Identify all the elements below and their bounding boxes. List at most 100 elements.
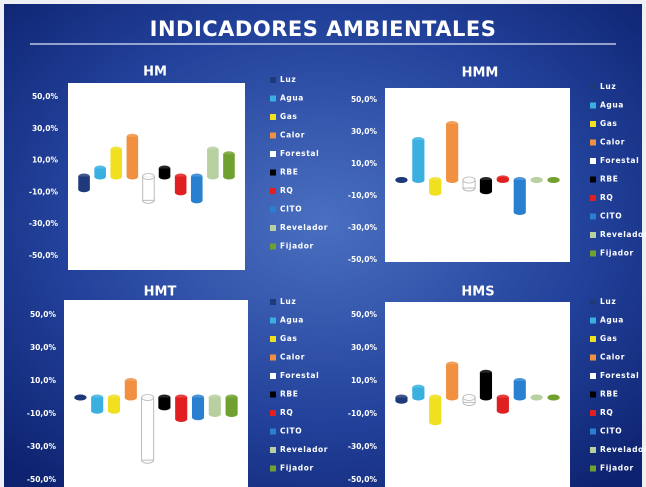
legend-label: Gas [280, 112, 297, 121]
legend-label: CITO [280, 427, 302, 436]
bar-cap [395, 394, 408, 401]
y-tick-label: 50,0% [30, 310, 57, 319]
legend-swatch [270, 391, 276, 398]
bar [479, 180, 493, 192]
legend-swatch [270, 243, 276, 250]
y-tick-label: 30,0% [30, 343, 57, 352]
legend-swatch [270, 317, 276, 324]
bar [496, 397, 509, 411]
legend-swatch [270, 447, 276, 453]
bar [124, 381, 137, 398]
bar-cap [223, 151, 235, 158]
legend-swatch [590, 213, 596, 220]
y-tick-label: -10,0% [348, 191, 378, 200]
bar-cap [208, 394, 221, 401]
legend-label: Agua [280, 94, 304, 103]
bar [158, 397, 171, 408]
legend-label: Agua [600, 316, 624, 325]
legend-label: Calor [280, 353, 305, 362]
bar [107, 397, 121, 411]
bar [513, 180, 526, 212]
legend-swatch [590, 176, 596, 183]
legend-swatch [270, 225, 276, 231]
bar [446, 124, 459, 180]
bar [174, 176, 187, 193]
legend-label: Luz [600, 82, 616, 91]
bar-cap [412, 137, 425, 143]
legend-swatch [270, 95, 276, 102]
legend-swatch [270, 77, 276, 83]
legend-swatch [590, 428, 596, 435]
bar-cap [412, 384, 425, 391]
legend-label: Gas [600, 119, 617, 128]
legend-label: CITO [600, 212, 622, 221]
legend-swatch [270, 410, 276, 416]
legend-label: Agua [600, 101, 624, 110]
bar-cap [141, 394, 155, 401]
legend-label: Fijador [600, 464, 634, 473]
bar [91, 397, 104, 411]
legend-swatch [270, 299, 276, 305]
bar [78, 176, 90, 190]
legend-swatch [590, 391, 596, 398]
legend-label: Luz [280, 297, 296, 306]
chart-title: HMS [461, 285, 494, 300]
legend-label: RBE [600, 175, 618, 184]
slide-title: INDICADORES AMBIENTALES [150, 17, 497, 41]
bar-cap [142, 173, 155, 180]
y-tick-label: 10,0% [32, 156, 59, 165]
bar-cap [429, 394, 442, 401]
legend-swatch [590, 354, 596, 361]
legend-label: Agua [280, 316, 304, 325]
legend-swatch [270, 151, 276, 157]
legend-label: RBE [280, 168, 298, 177]
bar-cap [78, 173, 90, 180]
bar-cap [110, 146, 123, 153]
legend-swatch [590, 299, 596, 305]
bar-cap [462, 176, 476, 184]
bar [175, 397, 188, 419]
chart-title: HM [143, 65, 167, 80]
bar-cap [479, 369, 493, 376]
legend-label: Revelador [600, 230, 646, 239]
y-tick-label: 10,0% [30, 376, 57, 385]
y-tick-label: 10,0% [351, 376, 378, 385]
bar [191, 397, 205, 418]
bar [142, 176, 155, 201]
bar-cap [74, 394, 87, 401]
bar-cap [158, 394, 171, 401]
legend-label: Revelador [280, 223, 328, 232]
y-tick-label: -50,0% [348, 475, 378, 484]
bar [126, 136, 139, 177]
legend-label: Fijador [280, 464, 314, 473]
bar-cap [496, 394, 509, 401]
chart-title: HMM [462, 66, 499, 81]
y-tick-label: 30,0% [351, 343, 378, 352]
y-tick-label: -10,0% [27, 409, 57, 418]
legend-label: RQ [280, 408, 293, 417]
legend-swatch [590, 121, 596, 127]
bar-cap [190, 173, 203, 180]
legend-swatch [270, 132, 276, 139]
bar [94, 168, 106, 177]
bar [223, 154, 235, 177]
bar-cap [395, 177, 408, 183]
bar-cap [446, 121, 459, 127]
legend-label: Forestal [600, 371, 639, 380]
y-tick-label: -10,0% [348, 409, 378, 418]
bar-cap [496, 175, 509, 182]
legend-label: Fijador [600, 249, 634, 258]
bar-cap [191, 394, 205, 401]
legend-swatch [270, 169, 276, 176]
bar [207, 149, 219, 177]
legend-swatch [590, 373, 596, 379]
y-tick-label: -30,0% [27, 442, 57, 451]
chart-title: HMT [144, 285, 177, 300]
legend-label: RBE [280, 390, 298, 399]
bar-cap [175, 394, 188, 401]
legend-swatch [270, 206, 276, 213]
y-tick-label: -50,0% [27, 475, 57, 484]
bar [429, 180, 442, 193]
bar-cap [530, 177, 543, 183]
